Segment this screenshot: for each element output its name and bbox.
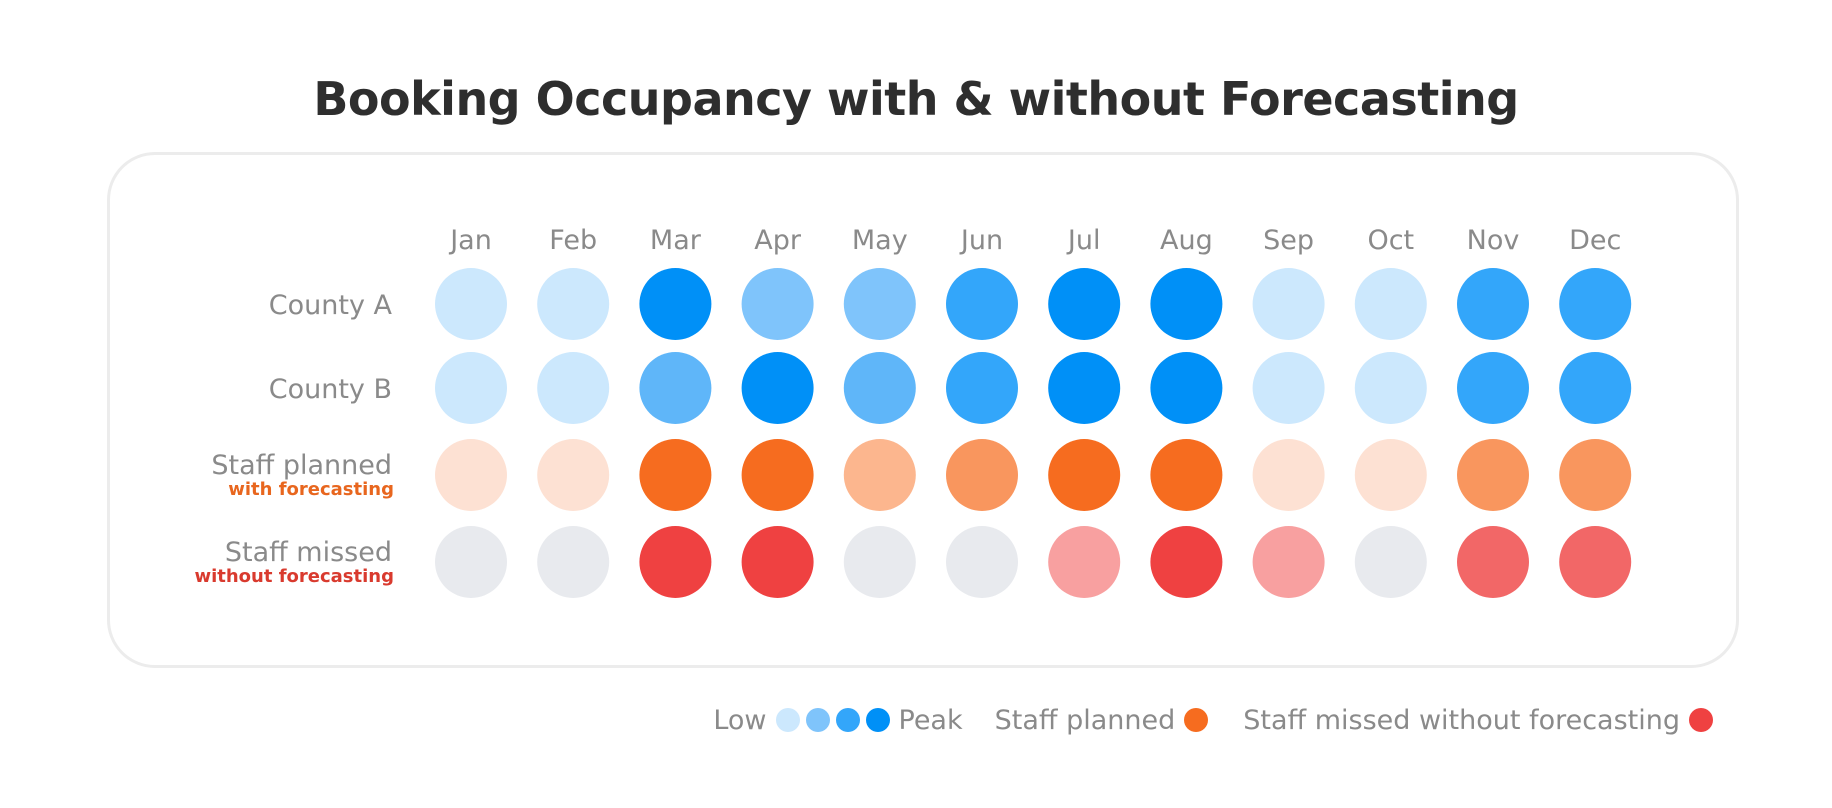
dot-staff-planned-oct (1354, 439, 1427, 511)
month-label-feb: Feb (549, 225, 597, 256)
dot-county-a-jan (435, 268, 507, 340)
dot-county-b-dec (1559, 352, 1632, 424)
legend: Low Peak Staff planned Staff missed with… (713, 700, 1716, 740)
row-label-staff-planned: Staff planned (211, 450, 392, 481)
dot-county-a-may (843, 268, 916, 340)
dot-staff-missed-jun (946, 526, 1018, 598)
legend-staff-planned-label: Staff planned (994, 704, 1176, 736)
dot-staff-planned-dec (1559, 439, 1632, 511)
legend-scale-dot-4 (865, 708, 890, 732)
month-label-mar: Mar (650, 225, 702, 256)
dot-county-b-apr (741, 352, 814, 424)
legend-scale-dot-1 (775, 708, 800, 732)
row-sublabel-staff-missed: without forecasting (194, 566, 394, 587)
month-label-jun: Jun (959, 225, 1003, 256)
dot-county-a-jun (946, 268, 1018, 340)
dot-county-a-nov (1457, 268, 1529, 340)
dot-staff-planned-aug (1150, 439, 1223, 511)
legend-staff-planned: Staff planned (995, 705, 1212, 736)
row-label-staff-missed: Staff missed (225, 537, 392, 568)
dot-staff-missed-jul (1048, 526, 1121, 598)
month-label-aug: Aug (1160, 225, 1213, 256)
dot-staff-planned-mar (639, 439, 712, 511)
dot-county-a-feb (537, 268, 610, 340)
dot-staff-missed-apr (741, 526, 814, 598)
dot-county-b-sep (1252, 352, 1325, 424)
legend-staff-planned-dot (1184, 708, 1209, 732)
legend-scale-dot-3 (835, 708, 860, 732)
legend-staff-missed-label: Staff missed without forecasting (1243, 704, 1680, 736)
dot-staff-missed-mar (639, 526, 712, 598)
dot-county-b-feb (537, 352, 610, 424)
month-label-apr: Apr (754, 225, 802, 256)
dot-staff-planned-may (843, 439, 916, 511)
dot-staff-planned-nov (1457, 439, 1529, 511)
dot-staff-planned-jan (435, 439, 507, 511)
dot-staff-planned-jul (1048, 439, 1121, 511)
dot-county-b-nov (1457, 352, 1529, 424)
row-label-county-a: County A (269, 290, 393, 321)
month-label-may: May (852, 225, 908, 256)
dot-county-b-jan (435, 352, 507, 424)
month-label-jul: Jul (1066, 225, 1101, 256)
chart-title: Booking Occupancy with & without Forecas… (313, 72, 1519, 126)
dot-staff-missed-dec (1559, 526, 1632, 598)
legend-scale-dot-2 (805, 708, 830, 732)
dot-county-a-mar (639, 268, 712, 340)
dot-staff-planned-feb (537, 439, 610, 511)
row-sublabel-staff-planned: with forecasting (228, 479, 394, 500)
dot-county-a-sep (1252, 268, 1325, 340)
dot-staff-missed-feb (537, 526, 610, 598)
dot-staff-planned-sep (1252, 439, 1325, 511)
legend-staff-missed: Staff missed without forecasting (1243, 705, 1716, 736)
dot-county-b-jun (946, 352, 1018, 424)
dot-county-a-oct (1354, 268, 1427, 340)
dot-staff-missed-nov (1457, 526, 1529, 598)
dot-staff-missed-aug (1150, 526, 1223, 598)
legend-staff-missed-dot (1689, 708, 1713, 732)
legend-peak-label: Peak (898, 704, 963, 736)
dot-county-b-may (843, 352, 916, 424)
dot-county-a-apr (741, 268, 814, 340)
dot-county-a-dec (1559, 268, 1632, 340)
month-label-oct: Oct (1367, 225, 1414, 256)
dot-staff-planned-jun (946, 439, 1018, 511)
dot-county-b-mar (639, 352, 712, 424)
month-label-jan: Jan (448, 225, 492, 256)
dot-staff-missed-jan (435, 526, 507, 598)
legend-low-label: Low (713, 704, 767, 736)
legend-scale: Low Peak (713, 705, 962, 736)
row-label-county-b: County B (269, 374, 392, 405)
dot-staff-missed-oct (1354, 526, 1427, 598)
dot-county-b-oct (1354, 352, 1427, 424)
dot-county-a-aug (1150, 268, 1223, 340)
dot-staff-missed-sep (1252, 526, 1325, 598)
dot-staff-missed-may (843, 526, 916, 598)
dot-staff-planned-apr (741, 439, 814, 511)
dot-county-b-aug (1150, 352, 1223, 424)
month-label-sep: Sep (1263, 225, 1314, 256)
month-label-dec: Dec (1569, 225, 1621, 256)
dot-county-a-jul (1048, 268, 1121, 340)
dot-county-b-jul (1048, 352, 1121, 424)
month-label-nov: Nov (1467, 225, 1520, 256)
